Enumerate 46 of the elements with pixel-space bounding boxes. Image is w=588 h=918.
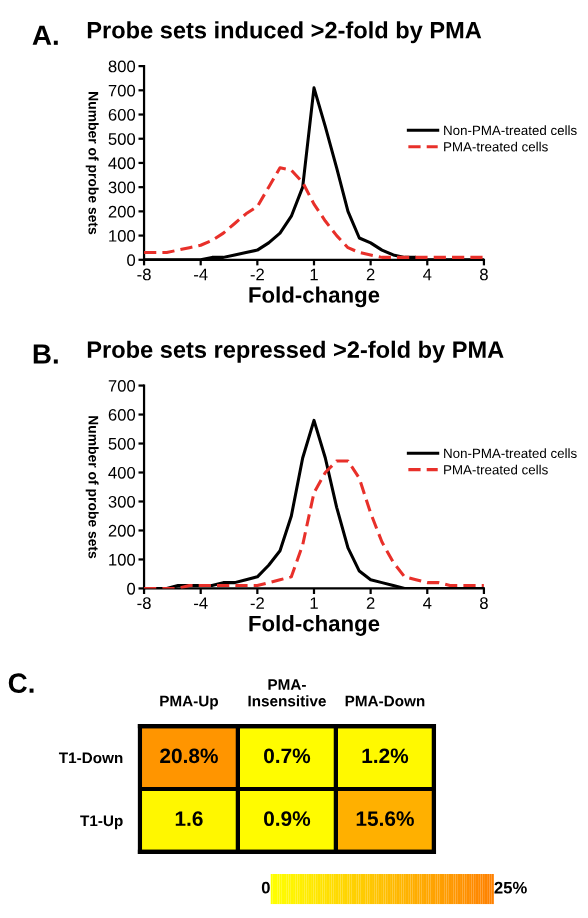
y-tick-label: 300 bbox=[108, 181, 136, 194]
x-tick-label: 4 bbox=[423, 268, 432, 281]
color-bar-label: 0 bbox=[261, 881, 270, 894]
y-tick-label: 100 bbox=[109, 229, 136, 242]
y-tick-label: 0 bbox=[127, 582, 136, 595]
x-tick-label: -4 bbox=[194, 597, 208, 609]
y-tick-label: 200 bbox=[108, 205, 136, 218]
y-tick-label: 600 bbox=[108, 408, 136, 421]
data-label: 1.6 bbox=[175, 811, 203, 827]
x-tick-label: -8 bbox=[137, 268, 151, 281]
x-tick-label: 8 bbox=[480, 268, 488, 281]
x-tick-label: -2 bbox=[250, 268, 264, 281]
y-tick-label: 0 bbox=[127, 254, 136, 266]
y-tick-label: 200 bbox=[108, 524, 136, 537]
data-label: 1.2% bbox=[362, 748, 409, 764]
x-tick-label: 2 bbox=[366, 268, 375, 281]
data-label: 20.8% bbox=[160, 748, 218, 764]
y-tick-label: 700 bbox=[108, 84, 136, 97]
text: A. bbox=[32, 25, 58, 45]
x-tick-label: -4 bbox=[194, 268, 208, 281]
y-tick-label: 500 bbox=[108, 133, 136, 145]
data-label: 15.6% bbox=[356, 811, 414, 827]
y-tick-label: 100 bbox=[109, 553, 136, 566]
x-tick-label: -2 bbox=[250, 597, 264, 609]
data-label: 0.9% bbox=[264, 811, 311, 827]
x-tick-label: 2 bbox=[366, 597, 375, 609]
x-tick-label: 4 bbox=[423, 597, 432, 609]
x-tick-label: 1 bbox=[310, 597, 318, 609]
y-tick-label: 600 bbox=[108, 108, 136, 121]
data-label: 0.7% bbox=[264, 748, 311, 764]
y-tick-label: 400 bbox=[108, 157, 136, 170]
x-tick-label: 1 bbox=[310, 268, 318, 281]
color-bar-label: 25% bbox=[494, 881, 527, 894]
x-tick-label: 8 bbox=[480, 597, 488, 610]
y-tick-label: 700 bbox=[108, 379, 136, 392]
y-tick-label: 500 bbox=[108, 437, 136, 450]
x-tick-label: -8 bbox=[137, 597, 151, 610]
x-axis-title: Fold-change bbox=[249, 286, 380, 308]
y-tick-label: 300 bbox=[108, 495, 136, 508]
chart-title: Probe sets induced >2-fold by PMA bbox=[87, 21, 482, 44]
y-tick-label: 400 bbox=[108, 466, 136, 479]
chart-title: Probe sets repressed >2-fold by PMA bbox=[87, 340, 504, 363]
text: B. bbox=[33, 344, 58, 364]
text: C. bbox=[8, 673, 34, 693]
y-tick-label: 800 bbox=[108, 60, 136, 73]
x-axis-title: Fold-change bbox=[249, 615, 380, 636]
